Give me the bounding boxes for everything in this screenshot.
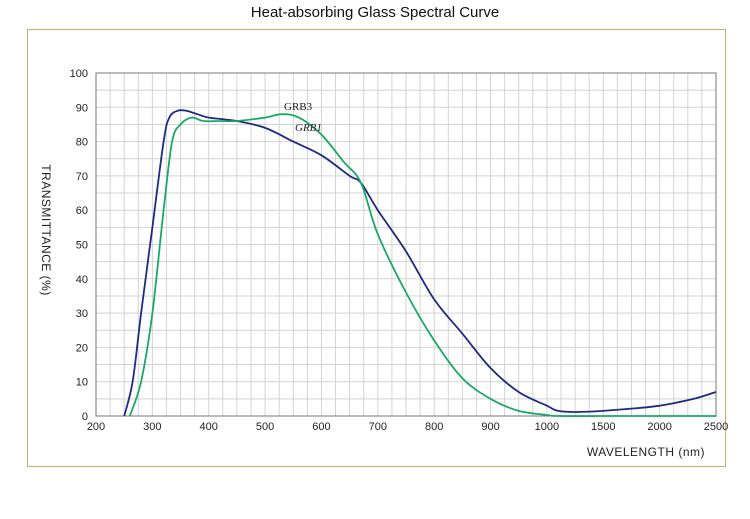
tick-labels: 200 300 400 500 600 700 800 900 1000 1500 2000 2500… [70,68,729,433]
y-tick-label: 50 [76,240,88,252]
x-tick-label: 1500 [591,421,615,433]
y-tick-label: 40 [76,274,88,286]
x-axis-label: WAVELENGTH (nm) [587,445,705,459]
y-tick-label: 70 [76,171,88,183]
x-tick-label: 400 [200,421,218,433]
y-tick-label: 80 [76,137,88,149]
series-layer [123,109,717,417]
series-line-grb3 [123,109,717,417]
y-tick-label: 20 [76,342,88,354]
y-tick-label: 0 [82,411,88,423]
x-tick-label: 2500 [704,421,728,433]
x-tick-label: 600 [312,421,330,433]
x-tick-label: 500 [256,421,274,433]
x-tick-label: 700 [369,421,387,433]
y-axis-label: TRANSMITTANCE (%) [39,164,53,296]
y-tick-label: 10 [76,377,88,389]
y-tick-label: 90 [76,102,88,114]
chart-title: Heat-absorbing Glass Spectral Curve [250,4,500,21]
plot-border [95,72,717,417]
y-tick-label: 60 [76,205,88,217]
chart-frame [27,29,726,467]
x-tick-label: 2000 [647,421,671,433]
series-label-grb3: GRB3 [284,101,313,113]
x-tick-label: 800 [425,421,443,433]
y-tick-label: 30 [76,308,88,320]
grid-lines [95,72,717,417]
series-label-grb1: GRB1 [295,122,322,134]
x-tick-label: 900 [481,421,499,433]
x-tick-label: 1000 [535,421,559,433]
x-tick-label: 300 [143,421,161,433]
y-tick-label: 100 [70,68,88,80]
series-line-grb1 [128,113,716,417]
x-tick-label: 200 [87,421,105,433]
